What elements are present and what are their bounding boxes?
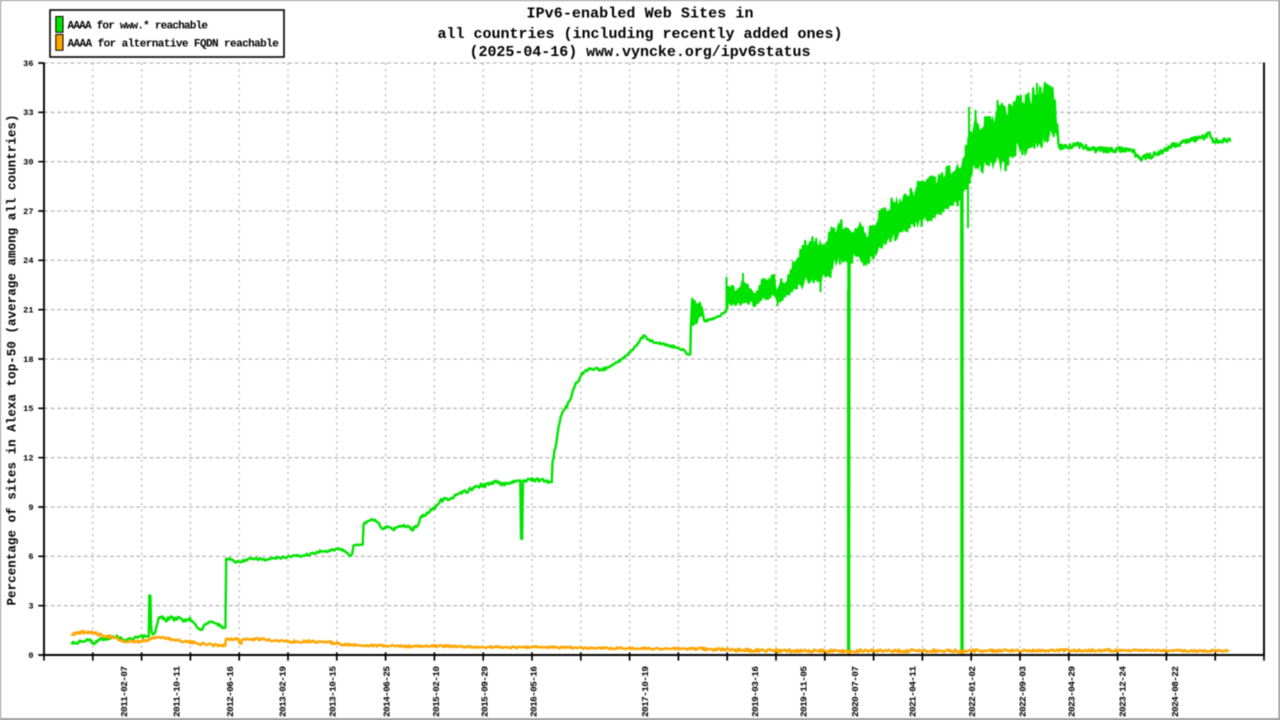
svg-text:9: 9 xyxy=(28,503,33,513)
svg-text:2019-11-05: 2019-11-05 xyxy=(798,666,809,717)
svg-text:2022-09-03: 2022-09-03 xyxy=(1018,666,1029,717)
svg-text:2013-02-19: 2013-02-19 xyxy=(278,666,289,717)
svg-text:2013-10-15: 2013-10-15 xyxy=(328,666,339,717)
svg-text:AAAA for alternative FQDN reac: AAAA for alternative FQDN reachable xyxy=(68,39,280,51)
svg-text:21: 21 xyxy=(23,306,33,316)
svg-text:2020-07-07: 2020-07-07 xyxy=(850,666,861,717)
svg-text:0: 0 xyxy=(28,651,33,661)
svg-text:2015-09-29: 2015-09-29 xyxy=(480,666,491,717)
svg-text:18: 18 xyxy=(23,355,33,365)
svg-text:all countries (including recen: all countries (including recently added … xyxy=(438,26,843,43)
svg-text:36: 36 xyxy=(23,59,33,69)
svg-text:2023-12-24: 2023-12-24 xyxy=(1118,666,1129,717)
svg-text:15: 15 xyxy=(23,404,33,414)
svg-text:(2025-04-16) www.vyncke.org/ip: (2025-04-16) www.vyncke.org/ipv6status xyxy=(470,44,811,61)
svg-text:2015-02-10: 2015-02-10 xyxy=(431,666,442,717)
svg-text:3: 3 xyxy=(28,602,33,612)
svg-text:12: 12 xyxy=(23,454,33,464)
svg-text:2016-05-16: 2016-05-16 xyxy=(528,666,539,717)
svg-text:IPv6-enabled Web Sites in: IPv6-enabled Web Sites in xyxy=(527,6,754,23)
svg-text:Percentage of sites in Alexa t: Percentage of sites in Alexa top-50 (ave… xyxy=(6,115,20,606)
svg-text:2011-02-07: 2011-02-07 xyxy=(119,666,130,717)
svg-text:6: 6 xyxy=(28,552,33,562)
svg-text:2017-10-19: 2017-10-19 xyxy=(640,666,651,717)
svg-text:24: 24 xyxy=(23,256,33,266)
svg-text:2022-01-02: 2022-01-02 xyxy=(967,666,978,717)
svg-text:2011-10-11: 2011-10-11 xyxy=(171,666,182,717)
svg-text:33: 33 xyxy=(23,108,33,118)
svg-text:2012-06-16: 2012-06-16 xyxy=(225,666,236,717)
svg-text:30: 30 xyxy=(23,158,33,168)
svg-text:AAAA for www.* reachable: AAAA for www.* reachable xyxy=(68,21,209,33)
svg-text:2023-04-29: 2023-04-29 xyxy=(1067,666,1078,717)
svg-text:2024-08-22: 2024-08-22 xyxy=(1170,666,1181,717)
svg-text:2019-03-16: 2019-03-16 xyxy=(750,666,761,717)
svg-text:27: 27 xyxy=(23,207,33,217)
svg-text:2021-04-11: 2021-04-11 xyxy=(908,666,919,717)
svg-text:2014-06-25: 2014-06-25 xyxy=(381,666,392,717)
